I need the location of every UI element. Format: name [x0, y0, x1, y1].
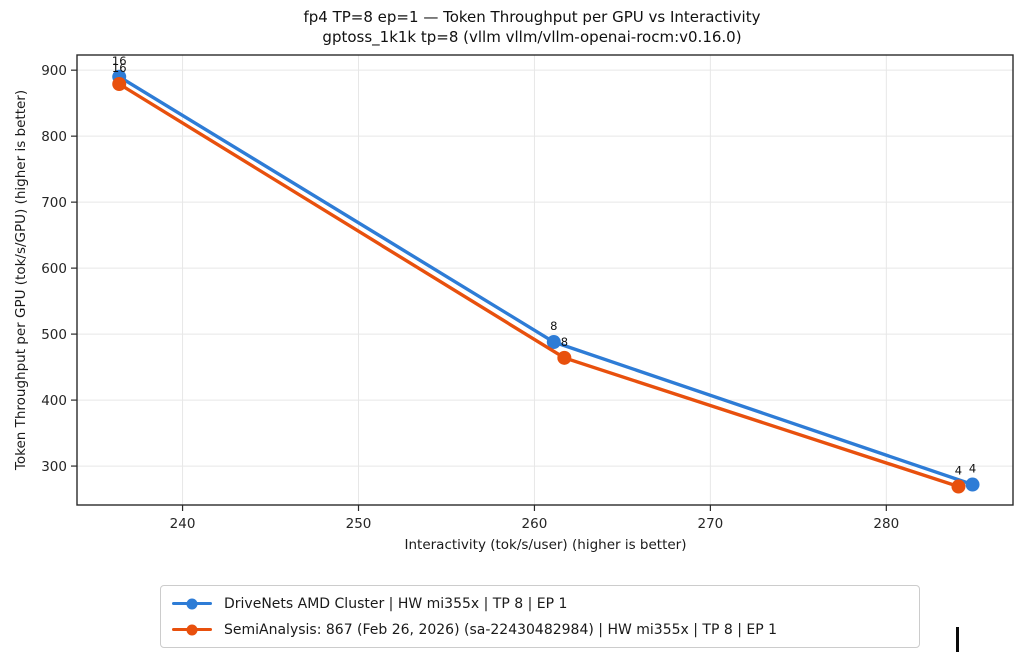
series-line — [117, 75, 975, 487]
y-tick-label: 900 — [41, 63, 67, 79]
legend-marker-dot — [186, 598, 198, 609]
point-label: 16 — [112, 61, 127, 75]
legend-marker-line — [172, 598, 212, 609]
legend-label: DriveNets AMD Cluster | HW mi355x | TP 8… — [224, 595, 568, 612]
x-tick-label: 250 — [346, 516, 372, 532]
y-tick-label: 500 — [41, 327, 67, 343]
data-point — [965, 477, 980, 492]
legend-label: SemiAnalysis: 867 (Feb 26, 2026) (sa-224… — [224, 621, 778, 638]
title-block: fp4 TP=8 ep=1 — Token Throughput per GPU… — [40, 7, 1024, 47]
legend-item: DriveNets AMD Cluster | HW mi355x | TP 8… — [167, 592, 909, 615]
legend-marker-dot — [186, 624, 198, 635]
chart-title: fp4 TP=8 ep=1 — Token Throughput per GPU… — [303, 8, 761, 26]
y-axis-label: Token Throughput per GPU (tok/s/GPU) (hi… — [13, 89, 29, 471]
legend-item: SemiAnalysis: 867 (Feb 26, 2026) (sa-224… — [167, 618, 909, 641]
y-tick-label: 300 — [41, 459, 67, 475]
x-tick-label: 240 — [170, 516, 196, 532]
legend: DriveNets AMD Cluster | HW mi355x | TP 8… — [160, 585, 920, 648]
series-line — [117, 82, 961, 489]
point-label: 8 — [561, 335, 568, 349]
chart-subtitle: gptoss_1k1k tp=8 (vllm vllm/vllm-openai-… — [322, 28, 742, 46]
legend-marker-line — [172, 624, 212, 635]
point-label: 16 — [112, 54, 127, 68]
x-tick-label: 260 — [522, 516, 548, 532]
data-point — [951, 479, 966, 494]
text-cursor — [956, 627, 959, 652]
data-point — [112, 77, 127, 92]
x-tick-label: 280 — [873, 516, 899, 532]
data-point — [557, 350, 572, 365]
y-tick-label: 600 — [41, 261, 67, 277]
point-label: 4 — [969, 462, 976, 476]
data-point — [546, 335, 561, 350]
x-axis-label: Interactivity (tok/s/user) (higher is be… — [404, 537, 687, 553]
y-tick-label: 700 — [41, 195, 67, 211]
y-tick-label: 400 — [41, 393, 67, 409]
x-tick-label: 270 — [697, 516, 723, 532]
point-label: 8 — [550, 319, 557, 333]
plot-border — [76, 54, 1014, 506]
point-label: 4 — [955, 464, 962, 478]
y-tick-label: 800 — [41, 129, 67, 145]
